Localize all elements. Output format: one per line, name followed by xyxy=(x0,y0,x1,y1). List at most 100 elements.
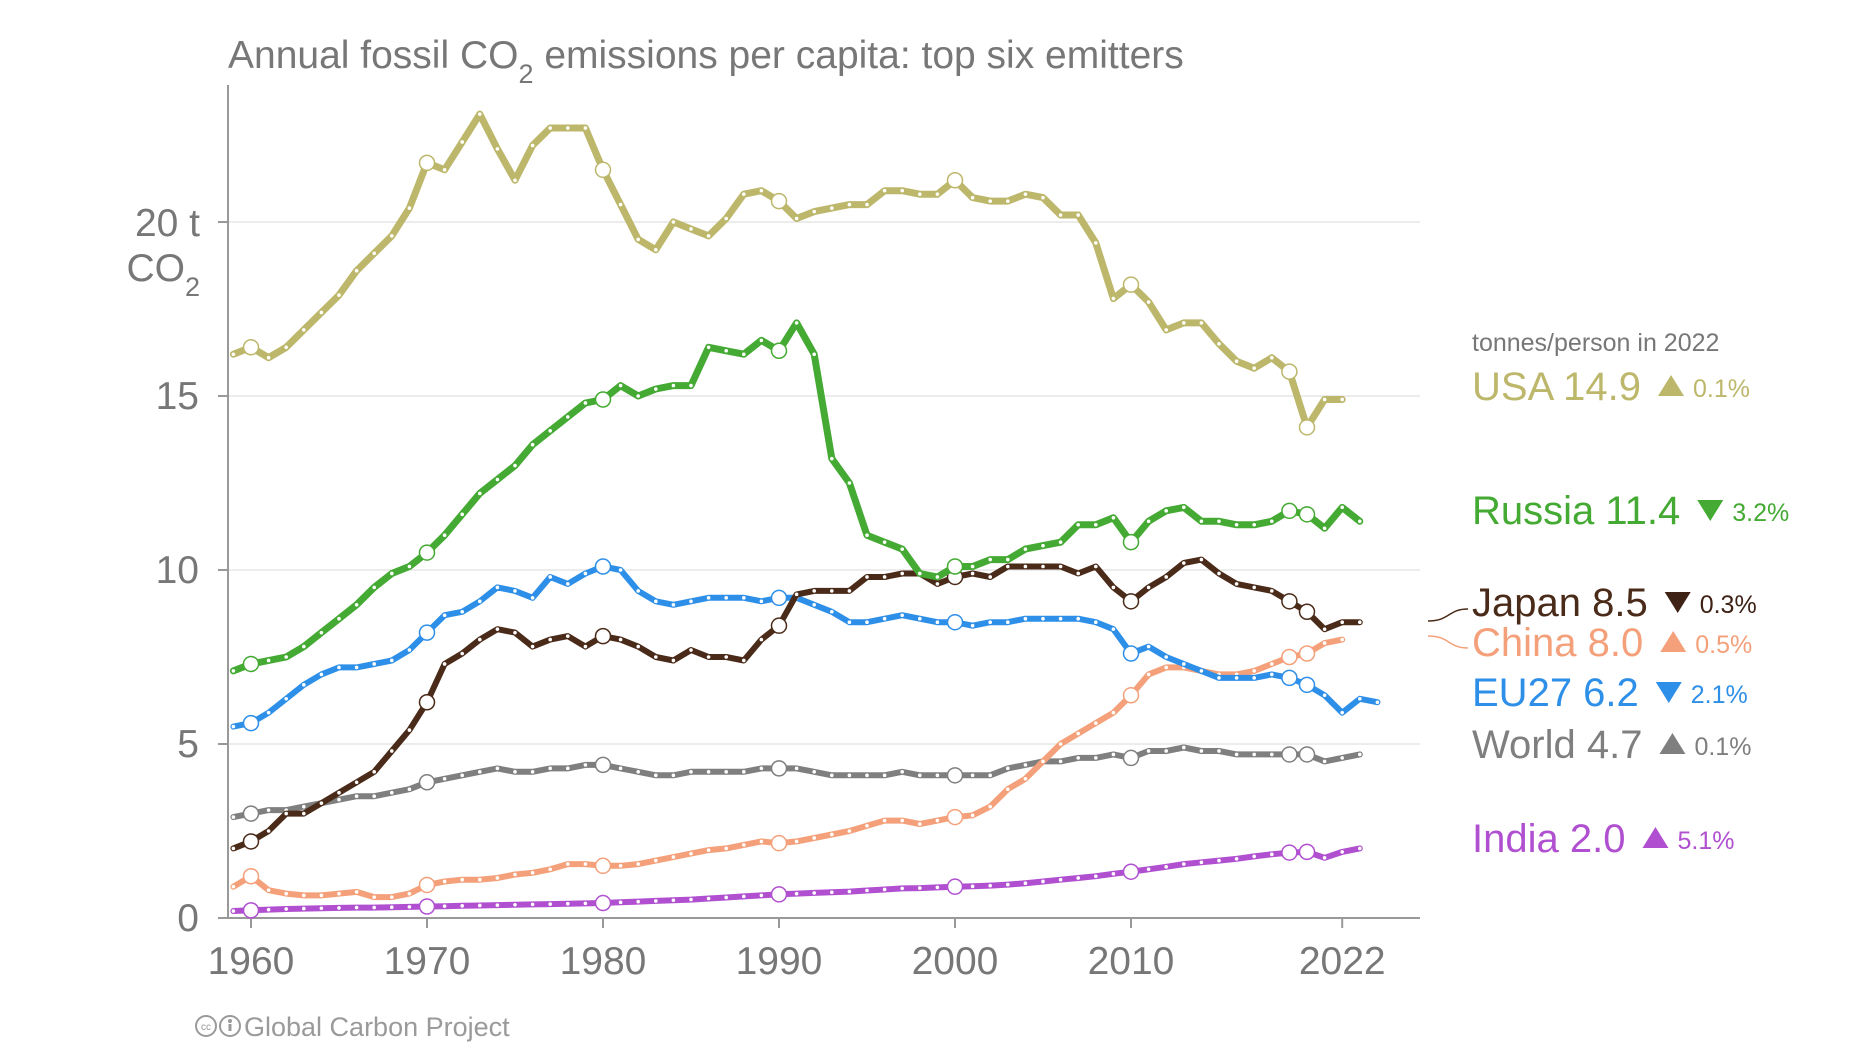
data-point xyxy=(478,637,482,642)
data-point xyxy=(566,415,570,419)
data-point-marker xyxy=(1298,676,1316,694)
data-point xyxy=(583,126,588,130)
data-point-marker xyxy=(946,558,964,575)
data-point-marker xyxy=(418,898,436,915)
data-point xyxy=(530,143,535,148)
data-point xyxy=(231,669,236,673)
data-point xyxy=(918,773,922,778)
data-point xyxy=(900,613,904,618)
data-point-marker xyxy=(1122,645,1140,662)
data-point xyxy=(706,345,711,350)
data-point xyxy=(1322,526,1327,531)
data-point xyxy=(513,589,517,593)
data-point xyxy=(1164,509,1168,513)
data-point-marker xyxy=(242,833,260,850)
legend-entry-world: World 4.7 0.1% xyxy=(1472,723,1751,767)
data-point xyxy=(847,202,852,207)
series-line xyxy=(230,636,1346,901)
data-point xyxy=(1270,355,1274,360)
data-point xyxy=(671,773,676,778)
data-point xyxy=(970,623,975,628)
data-point xyxy=(1023,616,1028,621)
by-icon-body xyxy=(228,1024,232,1031)
data-point xyxy=(548,637,552,642)
data-point-marker xyxy=(1281,593,1298,610)
data-point xyxy=(1340,637,1344,642)
data-point xyxy=(407,728,412,732)
data-point xyxy=(1006,564,1010,569)
data-point xyxy=(1234,857,1239,861)
data-point xyxy=(794,592,799,597)
data-point xyxy=(302,644,306,649)
y-tick-label: 15 xyxy=(156,375,199,418)
data-point xyxy=(1058,759,1063,764)
series-usa xyxy=(229,110,1346,436)
data-point xyxy=(865,823,869,828)
legend-entry-usa: USA 14.9 0.1% xyxy=(1472,365,1750,409)
data-point xyxy=(830,832,834,837)
data-point xyxy=(830,773,834,778)
data-point xyxy=(724,846,728,851)
data-point xyxy=(372,251,377,256)
data-point xyxy=(935,620,940,624)
data-point xyxy=(1340,620,1344,624)
data-point xyxy=(407,206,412,210)
data-point xyxy=(1164,865,1168,869)
data-point xyxy=(478,599,482,604)
legend-label: EU27 6.2 xyxy=(1472,671,1639,715)
series-eu27 xyxy=(230,558,1381,732)
data-point xyxy=(1182,745,1186,750)
data-point xyxy=(1252,854,1256,859)
data-point xyxy=(830,890,834,895)
x-tick-label: 1970 xyxy=(384,940,471,983)
data-point xyxy=(865,620,869,624)
data-point xyxy=(1164,575,1168,579)
data-point xyxy=(830,589,834,593)
data-point xyxy=(513,902,517,907)
data-point xyxy=(689,851,693,856)
data-point-marker xyxy=(1122,593,1140,610)
data-point xyxy=(830,206,834,210)
data-point xyxy=(1023,881,1028,885)
data-point xyxy=(1146,644,1151,649)
data-point xyxy=(618,568,623,572)
data-point xyxy=(354,268,359,273)
data-point xyxy=(1217,749,1221,753)
data-point xyxy=(1023,564,1028,569)
data-point xyxy=(1340,397,1344,402)
data-point xyxy=(900,188,904,193)
data-point xyxy=(548,902,552,906)
by-icon xyxy=(219,1015,241,1037)
data-point-marker xyxy=(946,878,964,895)
data-point xyxy=(1199,519,1204,524)
data-point xyxy=(583,401,588,405)
y-tick-label: 10 xyxy=(156,549,199,592)
data-point xyxy=(548,126,552,130)
data-point xyxy=(495,585,500,590)
label-connector xyxy=(1427,608,1469,622)
data-point xyxy=(830,609,834,614)
legend-change: 0.3% xyxy=(1700,591,1757,619)
data-point xyxy=(1041,879,1045,884)
data-point xyxy=(266,907,271,912)
data-point xyxy=(460,651,465,656)
data-point xyxy=(513,463,517,468)
data-point xyxy=(442,168,447,172)
data-point xyxy=(1006,882,1010,887)
data-point xyxy=(1076,522,1080,527)
data-point xyxy=(1322,627,1327,631)
data-point xyxy=(1111,296,1116,301)
data-point xyxy=(1076,213,1080,217)
credit-text: Global Carbon Project xyxy=(244,1012,510,1042)
data-point xyxy=(759,637,764,642)
data-point-marker xyxy=(594,857,612,875)
data-point xyxy=(337,797,341,802)
data-point xyxy=(1006,620,1010,624)
data-point xyxy=(319,801,324,805)
data-point xyxy=(302,683,306,687)
data-point xyxy=(724,348,728,353)
data-point-marker xyxy=(946,808,964,826)
data-point xyxy=(618,383,623,388)
data-point xyxy=(1340,710,1344,715)
data-point xyxy=(1058,564,1063,569)
